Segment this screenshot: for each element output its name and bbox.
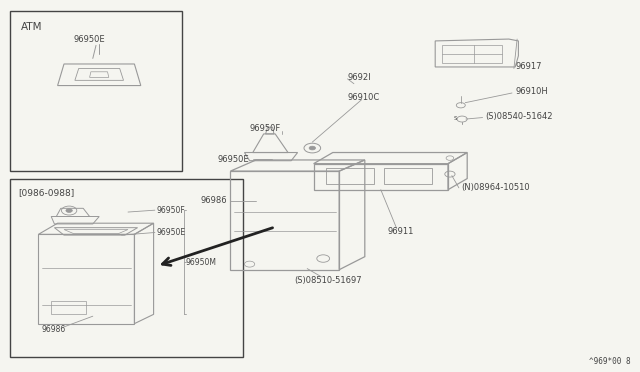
Text: S: S	[454, 116, 458, 121]
Bar	[442, 45, 502, 63]
Text: 96910C: 96910C	[348, 93, 380, 102]
Circle shape	[309, 146, 316, 150]
Text: 96986: 96986	[200, 196, 227, 205]
Text: (S)08540-51642: (S)08540-51642	[485, 112, 552, 121]
Text: (S)08510-51697: (S)08510-51697	[294, 276, 362, 285]
Bar	[10, 179, 243, 357]
Bar	[384, 168, 432, 184]
Text: 96910H: 96910H	[515, 87, 548, 96]
Text: ^969*00 8: ^969*00 8	[589, 357, 630, 366]
Text: 96911: 96911	[387, 227, 413, 236]
Text: ATM: ATM	[21, 22, 43, 32]
Text: 96950F: 96950F	[250, 124, 281, 133]
Text: 9692I: 9692I	[348, 73, 371, 81]
Text: 96950E: 96950E	[218, 155, 249, 164]
Bar	[51, 301, 86, 314]
Text: [0986-0988]: [0986-0988]	[18, 188, 74, 197]
Text: 96986: 96986	[42, 325, 66, 334]
Bar	[326, 168, 374, 184]
Text: (N)08964-10510: (N)08964-10510	[461, 183, 529, 192]
Text: 96950F: 96950F	[157, 206, 186, 215]
Text: 96950M: 96950M	[186, 258, 216, 267]
Text: 96950E: 96950E	[157, 228, 186, 237]
Circle shape	[66, 209, 72, 212]
Text: 96917: 96917	[515, 62, 541, 71]
Bar	[10, 11, 182, 171]
Text: 96950E: 96950E	[74, 35, 105, 44]
